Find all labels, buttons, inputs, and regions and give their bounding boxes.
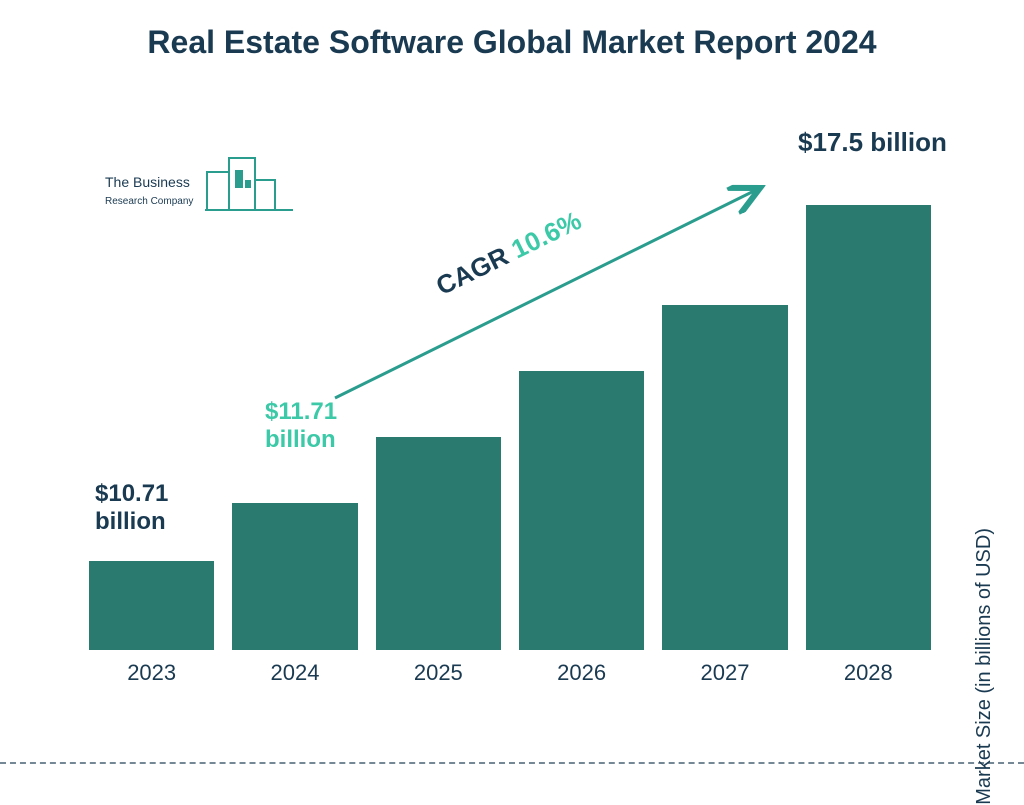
bar-2026: 2026: [519, 371, 644, 650]
value-label-2: $17.5 billion: [798, 128, 947, 158]
chart-title: Real Estate Software Global Market Repor…: [0, 24, 1024, 61]
bar-rect: [376, 437, 501, 650]
bar-2024: 2024: [232, 503, 357, 650]
x-label: 2028: [806, 660, 931, 686]
bar-rect: [662, 305, 787, 651]
value-label-1: $11.71billion: [265, 398, 337, 453]
x-label: 2023: [89, 660, 214, 686]
x-label: 2025: [376, 660, 501, 686]
bar-2025: 2025: [376, 437, 501, 650]
x-label: 2026: [519, 660, 644, 686]
x-label: 2024: [232, 660, 357, 686]
chart-container: Real Estate Software Global Market Repor…: [0, 0, 1024, 768]
x-label: 2027: [662, 660, 787, 686]
bar-2023: 2023: [89, 561, 214, 650]
bar-2027: 2027: [662, 305, 787, 651]
footer-divider: [0, 762, 1024, 764]
bar-rect: [89, 561, 214, 650]
bar-rect: [806, 205, 931, 650]
value-label-0: $10.71billion: [95, 480, 168, 535]
bar-rect: [232, 503, 357, 650]
bar-2028: 2028: [806, 205, 931, 650]
bar-rect: [519, 371, 644, 650]
